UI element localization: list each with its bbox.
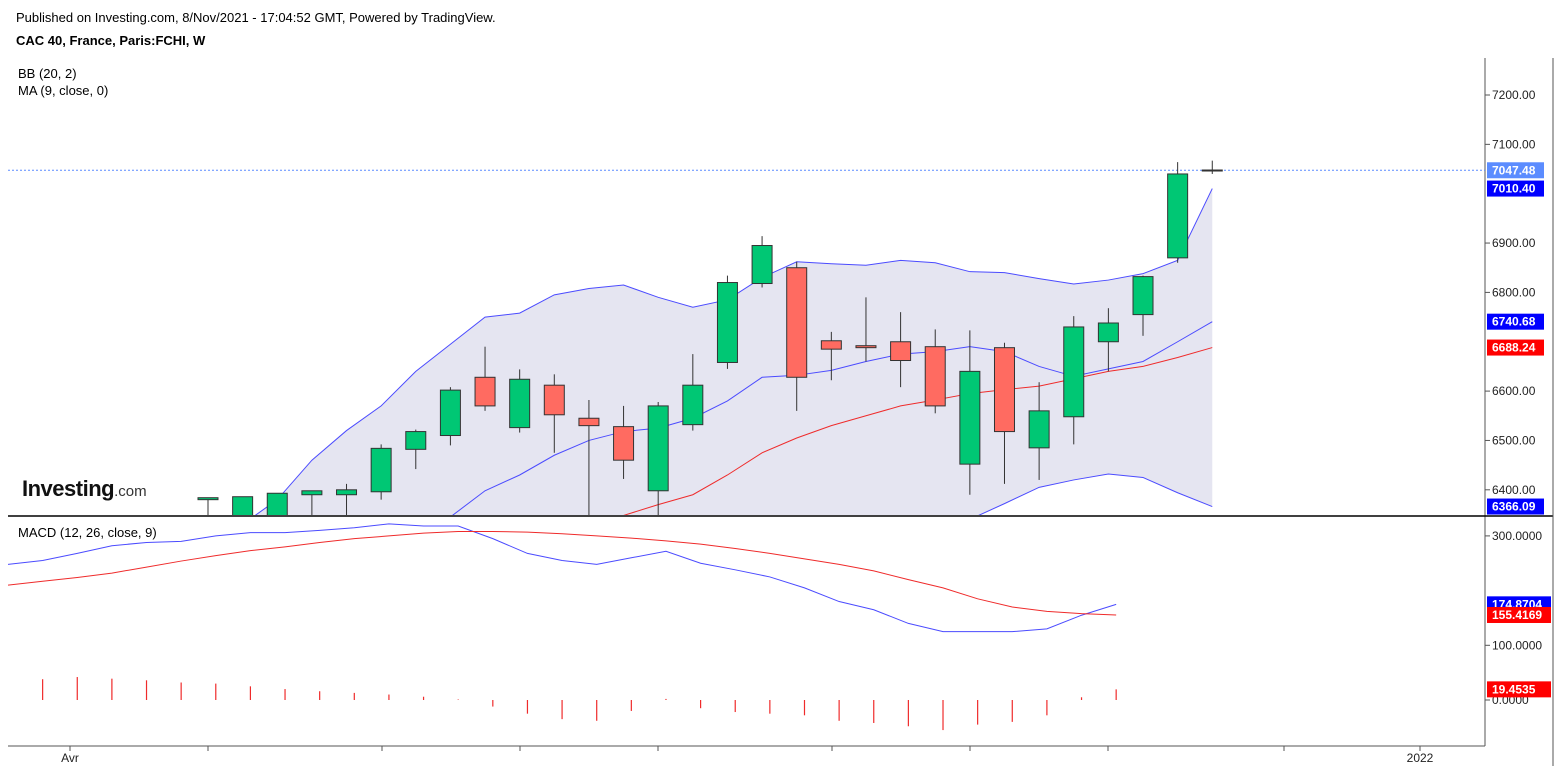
price-tag: 7047.48 [1487,162,1544,179]
publish-info: Published on Investing.com, 8/Nov/2021 -… [16,10,496,25]
candle-body [613,426,635,461]
candle-body [1063,326,1085,418]
price-tick-label: 6900.00 [1492,236,1536,250]
macd-line [8,523,1117,633]
candle-body [786,267,808,378]
candle-body [1167,173,1189,259]
price-tag-box [1487,606,1551,623]
price-tag-box [1487,339,1544,356]
price-tick-label: 6500.00 [1492,433,1536,447]
time-axis: Avr 2022 [61,746,1434,765]
price-tag-label: 6366.09 [1492,500,1536,514]
time-tick-label: Avr [61,751,79,765]
price-tick-label: 6600.00 [1492,384,1536,398]
price-tag-label: 155.4169 [1492,608,1542,622]
candle-body [543,384,565,416]
candle-body [1097,322,1119,343]
price-tick-label: 6800.00 [1492,285,1536,299]
candlestick-pane [8,160,1485,515]
candle-body [890,341,912,362]
candle-body [1132,276,1154,316]
bollinger-band-fill [255,188,1213,515]
candle-body [716,282,738,363]
macd-tick-label: 300.0000 [1492,529,1542,543]
candle-body [578,417,600,427]
price-tag: 155.4169 [1487,606,1551,623]
candle-body [301,490,323,496]
candle-body [751,245,773,285]
investing-logo: Investing.com [22,476,147,501]
price-axis: 7200.00 7100.00 6900.00 6800.00 6600.00 6500.… [1485,88,1536,497]
candle-body [855,345,877,349]
macd-pane [8,523,1117,731]
candle-body [405,431,427,450]
price-tag-label: 6740.68 [1492,315,1536,329]
candle-body [266,492,288,515]
price-tick-label: 7100.00 [1492,137,1536,151]
price-tick-label: 6400.00 [1492,483,1536,497]
candle-body [820,340,842,350]
price-tag-box [1487,498,1544,515]
candle-body [682,384,704,426]
price-tag-box [1487,681,1551,698]
candle-body [1028,410,1050,449]
price-tag: 7010.40 [1487,180,1544,197]
candle-body [197,497,219,501]
price-tag-label: 7010.40 [1492,182,1536,196]
candle-body [232,496,254,515]
candle-body [336,489,358,496]
price-tag-label: 7047.48 [1492,163,1536,177]
candle-body [647,405,669,492]
candle-body [474,376,496,407]
bb-lower-line [978,473,1213,515]
candle-body [509,378,531,429]
ma-line [623,347,1213,515]
price-tag-box [1487,313,1544,330]
candle-body [924,346,946,407]
macd-tick-label: 100.0000 [1492,638,1542,652]
symbol-title: CAC 40, France, Paris:FCHI, W [16,33,206,48]
price-tag-label: 6688.24 [1492,341,1536,355]
time-tick-label: 2022 [1407,751,1434,765]
price-tag-box [1487,162,1544,179]
price-tag-label: 19.4535 [1492,682,1536,696]
macd-indicator-label[interactable]: MACD (12, 26, close, 9) [18,525,157,540]
price-tags: 7047.487010.406740.686688.246366.09174.8… [1487,162,1551,698]
bb-basis-line [452,321,1213,515]
price-tag-box [1487,180,1544,197]
candle-body [959,370,981,465]
bb-upper-line [254,188,1213,515]
candle-body [370,447,392,493]
price-tag: 6366.09 [1487,498,1544,515]
price-tag: 19.4535 [1487,681,1551,698]
candle-body [439,389,461,437]
candle-body [993,347,1015,433]
bb-indicator-label[interactable]: BB (20, 2) [18,66,77,81]
ma-indicator-label[interactable]: MA (9, close, 0) [18,83,109,98]
price-tick-label: 7200.00 [1492,88,1536,102]
signal-line [8,531,1117,616]
price-tag: 6740.68 [1487,313,1544,330]
candle-body [1201,169,1223,172]
price-tag: 6688.24 [1487,339,1544,356]
